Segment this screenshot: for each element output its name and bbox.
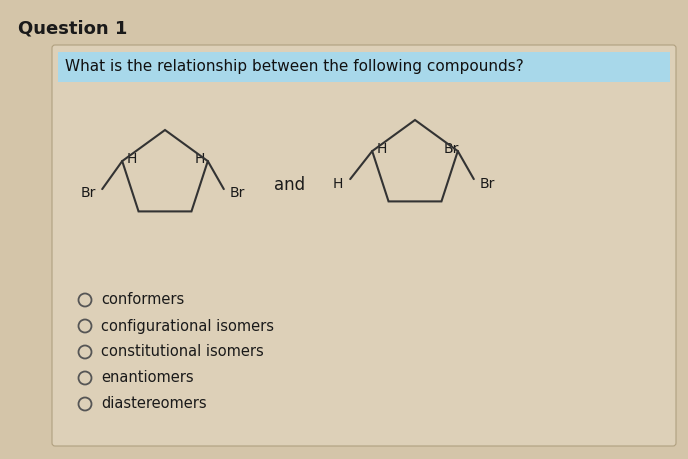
Text: Br: Br [444, 142, 460, 156]
Text: diastereomers: diastereomers [101, 397, 206, 412]
Text: configurational isomers: configurational isomers [101, 319, 274, 334]
Text: H: H [195, 152, 205, 166]
FancyBboxPatch shape [52, 45, 676, 446]
Text: constitutional isomers: constitutional isomers [101, 345, 264, 359]
Text: What is the relationship between the following compounds?: What is the relationship between the fol… [65, 60, 524, 74]
Text: Br: Br [480, 177, 495, 191]
Text: enantiomers: enantiomers [101, 370, 193, 386]
Text: conformers: conformers [101, 292, 184, 308]
Text: Br: Br [230, 186, 246, 200]
Text: Br: Br [80, 186, 96, 200]
Text: Question 1: Question 1 [18, 19, 127, 37]
Text: H: H [127, 152, 138, 166]
Text: H: H [377, 142, 387, 156]
Text: H: H [333, 177, 343, 191]
FancyBboxPatch shape [58, 52, 670, 82]
Text: and: and [275, 176, 305, 194]
